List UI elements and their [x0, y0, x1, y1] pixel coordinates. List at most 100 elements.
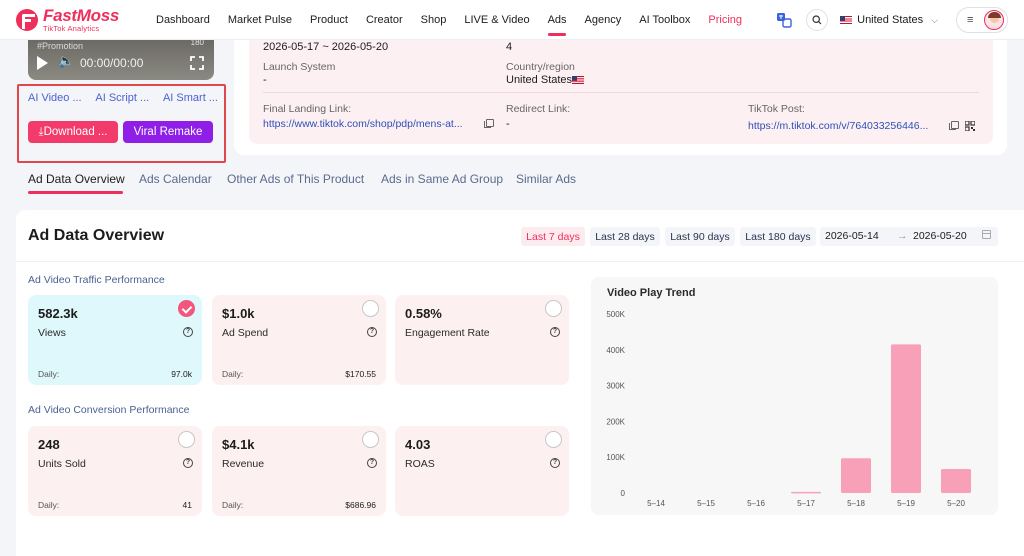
brand-tagline: TikTok Analytics	[43, 23, 100, 33]
region-label: United States	[857, 14, 924, 26]
ai-video-link[interactable]: AI Video ...	[28, 92, 82, 104]
region-selector[interactable]: United States ⌵	[840, 14, 938, 26]
copy-icon[interactable]	[484, 119, 494, 128]
help-icon[interactable]: ?	[367, 327, 377, 337]
metric-checkbox[interactable]	[545, 300, 562, 317]
ai-script-link[interactable]: AI Script ...	[95, 92, 150, 104]
nav-ai-toolbox[interactable]: AI Toolbox	[639, 13, 691, 26]
ad-date-range: 2026-05-17 ~ 2026-05-20	[263, 41, 389, 53]
search-button[interactable]	[806, 9, 829, 31]
tiktok-post-value[interactable]: https://m.tiktok.com/v/764033256446...	[748, 120, 929, 132]
metric-checkbox[interactable]	[362, 431, 379, 448]
help-icon[interactable]: ?	[183, 458, 193, 468]
help-icon[interactable]: ?	[550, 327, 560, 337]
tab-ad-data-overview[interactable]: Ad Data Overview	[28, 172, 125, 186]
launch-system-value: -	[263, 74, 267, 86]
nav-dashboard[interactable]: Dashboard	[156, 13, 210, 26]
tiktok-post-label: TikTok Post:	[748, 103, 805, 115]
ai-tools-links: AI Video ... AI Script ... AI Smart ...	[28, 92, 218, 104]
x-tick-label: 5–20	[947, 499, 965, 508]
viral-remake-button[interactable]: Viral Remake	[123, 121, 213, 143]
metric-card-units-sold[interactable]: 248 Units Sold ? Daily: 41	[28, 426, 202, 516]
metric-value: 4.03	[405, 437, 431, 452]
date-range-picker[interactable]: 2026-05-14 → 2026-05-20	[820, 227, 998, 246]
metric-label: ROAS	[405, 458, 435, 470]
promotion-tag: #Promotion	[37, 41, 84, 51]
nav-ads[interactable]: Ads	[548, 0, 567, 40]
user-menu[interactable]: ≡	[956, 7, 1008, 33]
help-icon[interactable]: ?	[550, 458, 560, 468]
tab-ads-calendar[interactable]: Ads Calendar	[139, 172, 212, 186]
date-end: 2026-05-20	[913, 230, 967, 242]
metric-checkbox[interactable]	[545, 431, 562, 448]
brand-name: FastMoss	[43, 5, 120, 25]
country-value: United States	[506, 74, 585, 86]
metric-card-views[interactable]: 582.3k Views ? Daily: 97.0k	[28, 295, 202, 385]
metric-card-roas[interactable]: 4.03 ROAS ?	[395, 426, 569, 516]
help-icon[interactable]: ?	[183, 327, 193, 337]
tab-similar-ads[interactable]: Similar Ads	[516, 172, 577, 186]
daily-value: $170.55	[345, 369, 376, 379]
metric-checkbox[interactable]	[178, 300, 195, 317]
y-tick-label: 200K	[606, 417, 625, 426]
x-tick-label: 5–14	[647, 499, 665, 508]
menu-icon: ≡	[967, 14, 974, 26]
chart-bar[interactable]	[891, 344, 921, 493]
video-player[interactable]: #Promotion 180 🔈 00:00/00:00	[28, 40, 214, 80]
range-last-7-days[interactable]: Last 7 days	[521, 227, 585, 246]
nav-product[interactable]: Product	[310, 13, 348, 26]
copy-icon[interactable]	[949, 121, 959, 130]
metric-checkbox[interactable]	[362, 300, 379, 317]
daily-value: $686.96	[345, 500, 376, 510]
tab-same-ad-group[interactable]: Ads in Same Ad Group	[381, 172, 504, 186]
brand-logo[interactable]: FastMoss TikTok Analytics	[16, 7, 132, 33]
range-last-28-days[interactable]: Last 28 days	[590, 227, 660, 246]
metric-label: Revenue	[222, 458, 265, 470]
tab-other-ads[interactable]: Other Ads of This Product	[227, 172, 365, 186]
play-icon[interactable]	[37, 56, 48, 70]
nav-pricing[interactable]: Pricing	[708, 13, 743, 26]
daily-value: 97.0k	[171, 369, 192, 379]
translate-icon[interactable]	[776, 12, 792, 28]
metric-checkbox[interactable]	[178, 431, 195, 448]
duration-badge: 180	[190, 40, 204, 47]
us-flag-icon	[572, 76, 585, 84]
fastmoss-logo-icon	[16, 8, 38, 31]
help-icon[interactable]: ?	[367, 458, 377, 468]
redirect-link-label: Redirect Link:	[506, 103, 571, 115]
daily-label: Daily:	[222, 369, 244, 379]
metric-card-ad-spend[interactable]: $1.0k Ad Spend ? Daily: $170.55	[212, 295, 386, 385]
metric-label: Views	[38, 327, 66, 339]
download-button[interactable]: ⤓Download ...	[28, 121, 118, 143]
landing-link-label: Final Landing Link:	[263, 103, 352, 115]
chart-bar[interactable]	[841, 458, 871, 493]
x-tick-label: 5–16	[747, 499, 765, 508]
calendar-icon	[982, 230, 991, 239]
chart-bar[interactable]	[941, 469, 971, 493]
metric-value: $4.1k	[222, 437, 255, 452]
nav-creator[interactable]: Creator	[365, 13, 403, 26]
metric-label: Units Sold	[38, 458, 86, 470]
nav-live-video[interactable]: LIVE & Video	[464, 13, 530, 26]
main-nav: Dashboard Market Pulse Product Creator S…	[156, 0, 760, 40]
nav-market-pulse[interactable]: Market Pulse	[227, 13, 293, 26]
fullscreen-icon[interactable]	[190, 56, 204, 70]
date-start: 2026-05-14	[825, 230, 879, 242]
range-last-180-days[interactable]: Last 180 days	[740, 227, 816, 246]
metric-label: Ad Spend	[222, 327, 269, 339]
top-nav: FastMoss TikTok Analytics Dashboard Mark…	[0, 0, 1024, 40]
metric-card-revenue[interactable]: $4.1k Revenue ? Daily: $686.96	[212, 426, 386, 516]
nav-shop[interactable]: Shop	[420, 13, 447, 26]
nav-agency[interactable]: Agency	[584, 13, 622, 26]
country-label: Country/region	[506, 61, 575, 73]
range-last-90-days[interactable]: Last 90 days	[665, 227, 735, 246]
ad-count-value: 4	[506, 41, 513, 53]
qr-code-icon[interactable]	[965, 121, 975, 131]
ai-smart-link[interactable]: AI Smart ...	[162, 92, 218, 104]
chart-bar[interactable]	[791, 491, 821, 494]
metric-card-engagement-rate[interactable]: 0.58% Engagement Rate ?	[395, 295, 569, 385]
overview-divider	[16, 261, 1024, 262]
daily-label: Daily:	[222, 500, 244, 510]
volume-icon[interactable]: 🔈	[58, 53, 75, 68]
landing-link-value[interactable]: https://www.tiktok.com/shop/pdp/mens-at.…	[263, 118, 463, 130]
